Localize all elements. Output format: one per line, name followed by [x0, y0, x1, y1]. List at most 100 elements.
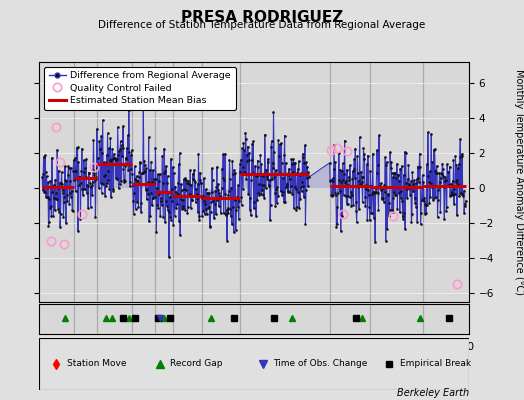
- Point: [284, 170, 292, 176]
- Point: [156, 213, 165, 219]
- Point: [206, 209, 215, 216]
- Point: [232, 207, 241, 213]
- Point: [329, 177, 337, 184]
- Point: [407, 218, 416, 225]
- Point: [196, 170, 204, 176]
- Point: [47, 202, 55, 209]
- Point: [61, 163, 69, 169]
- Point: [428, 184, 436, 191]
- Point: [131, 176, 139, 183]
- Point: [70, 155, 79, 162]
- Point: [411, 195, 419, 201]
- Point: [79, 186, 88, 192]
- Point: [458, 150, 466, 157]
- Point: [340, 170, 348, 177]
- Point: [186, 167, 194, 174]
- Point: [381, 154, 389, 160]
- Point: [118, 145, 127, 151]
- Point: [364, 186, 373, 193]
- Point: [395, 178, 403, 184]
- Point: [99, 117, 107, 124]
- Point: [455, 154, 464, 160]
- Text: Empirical Break: Empirical Break: [400, 360, 472, 368]
- Point: [385, 200, 394, 206]
- Point: [348, 168, 357, 174]
- Point: [241, 147, 249, 154]
- Point: [254, 164, 262, 170]
- Point: [422, 210, 430, 216]
- Point: [433, 214, 442, 220]
- Point: [370, 190, 379, 196]
- Point: [252, 212, 260, 219]
- Point: [430, 146, 439, 152]
- Point: [247, 176, 255, 183]
- Point: [179, 205, 188, 211]
- Point: [293, 166, 302, 172]
- Point: [176, 232, 184, 238]
- Legend: Difference from Regional Average, Quality Control Failed, Estimated Station Mean: Difference from Regional Average, Qualit…: [44, 67, 236, 110]
- Point: [398, 212, 407, 219]
- Point: [110, 155, 118, 162]
- Point: [419, 178, 428, 185]
- Point: [411, 180, 420, 186]
- Point: [45, 223, 53, 229]
- Point: [243, 151, 251, 158]
- Point: [404, 185, 412, 191]
- Point: [461, 202, 470, 209]
- Point: [278, 192, 287, 198]
- Point: [88, 182, 96, 189]
- Point: [148, 195, 157, 201]
- Point: [188, 197, 196, 203]
- Point: [101, 172, 109, 178]
- Point: [73, 176, 81, 182]
- Point: [369, 214, 378, 221]
- Point: [365, 204, 374, 210]
- Point: [397, 188, 405, 194]
- Point: [366, 168, 375, 174]
- Point: [442, 177, 450, 183]
- Point: [363, 217, 372, 224]
- Point: [139, 103, 148, 109]
- Point: [279, 188, 287, 195]
- Point: [276, 169, 285, 176]
- Point: [398, 163, 406, 169]
- Point: [273, 184, 281, 190]
- Point: [354, 184, 363, 191]
- Point: [192, 196, 201, 202]
- Point: [428, 159, 436, 166]
- Point: [446, 180, 455, 187]
- Point: [193, 191, 201, 197]
- Point: [54, 168, 63, 174]
- Point: [450, 200, 458, 207]
- Point: [155, 178, 163, 185]
- Point: [304, 169, 312, 176]
- Point: [348, 176, 356, 182]
- Point: [40, 189, 49, 195]
- Point: [121, 178, 129, 184]
- Point: [81, 186, 89, 192]
- Point: [68, 206, 77, 213]
- Point: [285, 172, 293, 178]
- Point: [378, 195, 387, 202]
- Point: [402, 186, 411, 192]
- Point: [394, 172, 402, 178]
- Point: [139, 169, 148, 176]
- Point: [188, 197, 196, 204]
- Point: [356, 180, 364, 187]
- Point: [403, 176, 412, 182]
- Point: [119, 166, 128, 173]
- Point: [389, 209, 398, 215]
- Point: [395, 190, 403, 197]
- Point: [52, 196, 61, 202]
- Point: [450, 186, 458, 192]
- Point: [170, 169, 178, 176]
- Point: [145, 218, 154, 224]
- Point: [105, 145, 113, 151]
- Point: [184, 180, 193, 187]
- Point: [384, 191, 392, 197]
- Point: [241, 170, 249, 176]
- Point: [242, 176, 250, 182]
- Point: [237, 194, 245, 200]
- Point: [291, 160, 299, 166]
- Point: [137, 208, 145, 215]
